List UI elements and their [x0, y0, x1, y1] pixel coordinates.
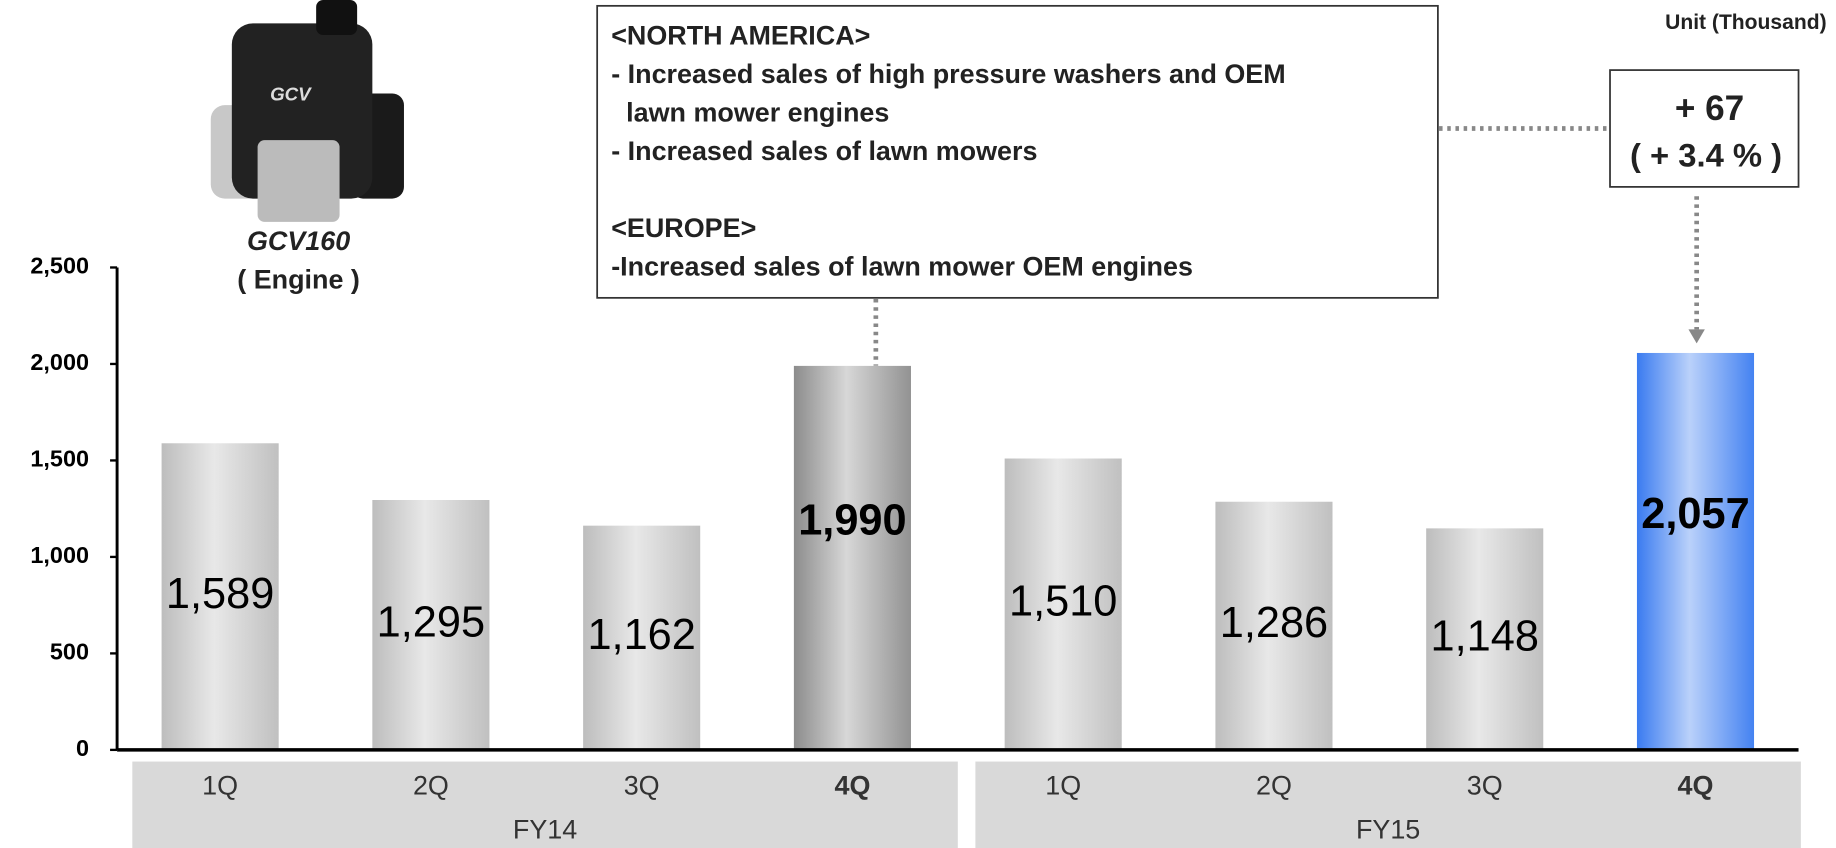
bar	[1004, 458, 1122, 750]
bar	[1426, 528, 1544, 750]
annotation-line: <NORTH AMERICA>	[611, 21, 870, 51]
annotation-line: - Increased sales of lawn mowers	[611, 136, 1037, 166]
bar	[1215, 501, 1333, 750]
value-label: 2,057	[1641, 490, 1749, 538]
annotation-line: <EUROPE>	[611, 213, 756, 243]
value-label: 1,286	[1220, 599, 1328, 647]
arrow-head	[1688, 329, 1705, 344]
product-name: GCV160	[247, 226, 350, 256]
annotation-line: - Increased sales of high pressure washe…	[611, 59, 1285, 89]
value-label: 1,295	[377, 598, 485, 646]
bar	[1636, 352, 1755, 750]
value-label: 1,148	[1431, 613, 1539, 661]
bar	[583, 525, 701, 750]
value-label: 1,162	[587, 611, 695, 659]
x-tick-label: 3Q	[1467, 770, 1503, 800]
group-band	[975, 761, 1801, 848]
change-box	[1609, 69, 1800, 188]
annotation-line: lawn mower engines	[611, 98, 889, 128]
x-tick-label: 1Q	[202, 770, 238, 800]
y-tick-label: 2,000	[30, 349, 89, 375]
group-label: FY15	[1356, 815, 1420, 845]
group-band	[132, 761, 958, 848]
annotation-line: -Increased sales of lawn mower OEM engin…	[611, 252, 1193, 282]
x-tick-label: 1Q	[1045, 770, 1081, 800]
x-tick-label: 4Q	[834, 770, 870, 800]
y-tick-label: 0	[76, 735, 89, 761]
x-tick-label: 3Q	[624, 770, 660, 800]
unit-label: Unit (Thousand)	[1665, 11, 1827, 34]
y-tick-label: 500	[50, 639, 89, 665]
change-value: + 67	[1675, 89, 1744, 128]
svg-text:GCV: GCV	[270, 84, 312, 105]
product-type: ( Engine )	[237, 265, 360, 295]
group-label: FY14	[513, 815, 577, 845]
annotation-box	[596, 4, 1439, 299]
y-tick-label: 1,000	[30, 542, 89, 568]
bar	[372, 499, 490, 750]
x-tick-label: 2Q	[413, 770, 449, 800]
bar	[793, 365, 911, 750]
engine-image: GCV	[210, 0, 404, 222]
x-tick-label: 4Q	[1678, 770, 1714, 800]
change-pct: ( + 3.4 % )	[1630, 136, 1782, 173]
x-tick-label: 2Q	[1256, 770, 1292, 800]
value-label: 1,990	[798, 496, 906, 544]
y-tick-label: 2,500	[30, 253, 89, 279]
value-label: 1,510	[1009, 578, 1117, 626]
bar	[161, 443, 279, 750]
value-label: 1,589	[166, 570, 274, 618]
y-tick-label: 1,500	[30, 446, 89, 472]
